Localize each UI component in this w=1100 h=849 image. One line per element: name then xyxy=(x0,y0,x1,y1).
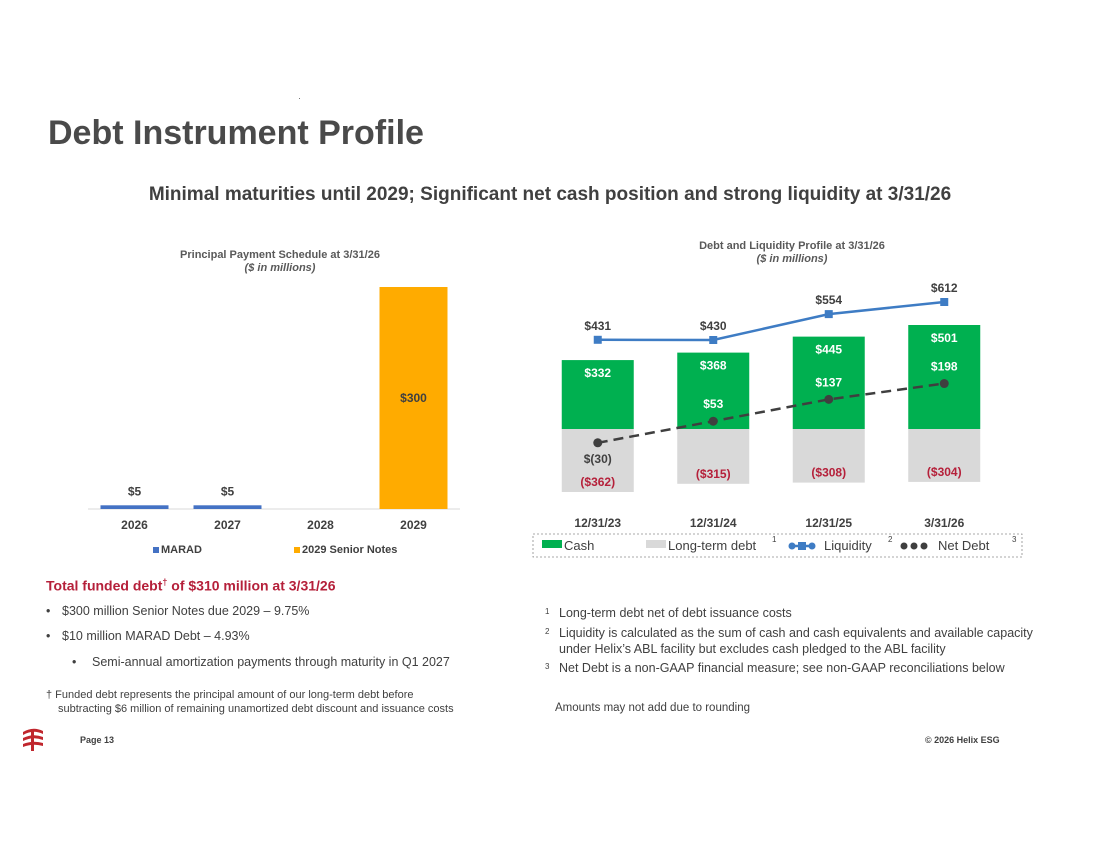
cash-label: $332 xyxy=(584,366,611,380)
funded-debt-sub-bullet: • Semi-annual amortization payments throu… xyxy=(72,655,450,669)
liquidity-label: $612 xyxy=(931,281,958,295)
legend-marker-liquidity xyxy=(788,542,796,550)
cash-bar xyxy=(792,336,865,429)
cash-label: $501 xyxy=(931,331,958,345)
legend-marker-liquidity xyxy=(798,542,806,550)
page-subtitle: Minimal maturities until 2029; Significa… xyxy=(148,184,952,205)
cash-label: $368 xyxy=(700,359,727,373)
legend-label: MARAD xyxy=(161,544,202,556)
debt-label: ($315) xyxy=(696,467,731,481)
legend-swatch-marad xyxy=(153,547,159,553)
legend-marker-net-debt xyxy=(900,542,908,550)
funded-debt-heading: Total funded debt† of $310 million at 3/… xyxy=(46,577,336,594)
funded-debt-note: † Funded debt represents the principal a… xyxy=(46,689,454,715)
net-debt-line xyxy=(597,382,945,445)
cash-bar xyxy=(908,325,981,429)
liquidity-chart-title-block: Debt and Liquidity Profile at 3/31/26 ($… xyxy=(652,240,932,266)
legend-label: Cash xyxy=(564,538,594,553)
debt-label: ($304) xyxy=(927,465,962,479)
liquidity-marker xyxy=(709,336,718,344)
payment-schedule-chart: $5 2026 $5 2027 2028 $300 2029 MARAD 2029 Senior… xyxy=(88,287,460,556)
payment-chart-title: Principal Payment Schedule at 3/31/26 xyxy=(180,249,380,261)
legend-footnote-mark: 1 xyxy=(772,535,777,544)
x-tick-label: 2029 xyxy=(400,518,427,532)
legend-label: Liquidity xyxy=(824,538,872,553)
footnote-1: 1 Long-term debt net of debt issuance cos… xyxy=(545,606,792,620)
long-term-debt-bar xyxy=(908,429,981,482)
legend-label: 2029 Senior Notes xyxy=(302,544,397,556)
cash-label: $445 xyxy=(815,343,842,357)
liquidity-marker xyxy=(593,335,602,344)
x-tick-label: 3/31/26 xyxy=(924,516,964,530)
cash-bar xyxy=(677,352,750,429)
page-number: Page 13 xyxy=(80,735,115,745)
debt-label: ($362) xyxy=(580,475,615,489)
debt-label: ($308) xyxy=(811,466,846,480)
legend-label: Net Debt xyxy=(938,538,990,553)
long-term-debt-bar xyxy=(792,429,865,483)
legend-box xyxy=(532,533,1023,558)
data-label: $5 xyxy=(221,484,235,498)
payment-chart-title-block: Principal Payment Schedule at 3/31/26 ($… xyxy=(140,249,420,275)
copyright: © 2026 Helix ESG xyxy=(925,735,1000,745)
footnote-2: 2 Liquidity is calculated as the sum of c… xyxy=(545,626,1033,656)
net-debt-marker xyxy=(708,416,718,426)
legend-marker-liquidity xyxy=(808,542,816,550)
liquidity-label: $431 xyxy=(584,319,611,333)
liquidity-marker xyxy=(940,298,949,306)
legend-label: Long-term debt xyxy=(668,538,757,553)
funded-debt-bullet: • $300 million Senior Notes due 2029 – 9.… xyxy=(46,604,310,618)
long-term-debt-bar xyxy=(677,429,750,484)
marad-bar xyxy=(193,505,262,509)
liquidity-line xyxy=(597,300,945,342)
liquidity-label: $554 xyxy=(815,293,842,307)
data-label: $5 xyxy=(128,484,142,498)
x-tick-label: 2028 xyxy=(307,518,334,532)
page-title: Debt Instrument Profile xyxy=(48,114,424,152)
liquidity-marker xyxy=(824,310,833,319)
company-logo-icon xyxy=(23,728,43,751)
net-debt-label: $137 xyxy=(815,375,842,389)
legend-marker-net-debt xyxy=(910,542,918,550)
x-tick-label: 12/31/24 xyxy=(690,516,737,530)
funded-debt-bullet: • $10 million MARAD Debt – 4.93% xyxy=(46,629,250,643)
legend-footnote-mark: 2 xyxy=(888,535,893,544)
x-tick-label: 12/31/23 xyxy=(574,516,621,530)
cash-bar xyxy=(561,360,634,429)
legend-swatch-senior-notes xyxy=(294,547,300,553)
legend-footnote-mark: 3 xyxy=(1012,535,1017,544)
footnote-3: 3 Net Debt is a non-GAAP financial measur… xyxy=(545,661,1005,675)
net-debt-marker xyxy=(593,438,603,448)
x-tick-label: 2026 xyxy=(121,518,148,532)
rounding-note: Amounts may not add due to rounding xyxy=(555,702,750,714)
legend-marker-net-debt xyxy=(920,542,928,550)
net-debt-label: $198 xyxy=(931,360,958,374)
data-label: $300 xyxy=(400,391,427,405)
payment-chart-subtitle: ($ in millions) xyxy=(244,262,316,274)
x-tick-label: 12/31/25 xyxy=(805,516,852,530)
legend-swatch-debt xyxy=(646,540,666,548)
debt-liquidity-chart: $332 ($362) 12/31/23 $368 ($315) 12/31/24 $445… xyxy=(532,281,1023,558)
net-debt-label: $(30) xyxy=(584,452,612,466)
liquidity-chart-subtitle: ($ in millions) xyxy=(756,253,828,265)
marad-bar xyxy=(100,505,169,509)
x-tick-label: 2027 xyxy=(214,518,241,532)
net-debt-marker xyxy=(824,394,834,404)
decorative-dot xyxy=(299,98,300,99)
legend-swatch-cash xyxy=(542,540,562,548)
net-debt-label: $53 xyxy=(703,397,723,411)
senior-notes-bar xyxy=(379,287,448,509)
liquidity-chart-title: Debt and Liquidity Profile at 3/31/26 xyxy=(699,240,885,252)
net-debt-marker xyxy=(939,379,949,389)
liquidity-label: $430 xyxy=(700,319,727,333)
